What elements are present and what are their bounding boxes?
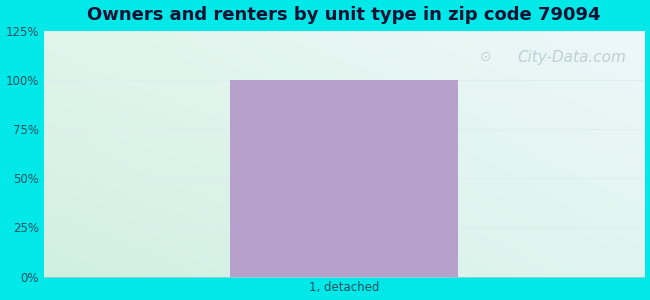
Title: Owners and renters by unit type in zip code 79094: Owners and renters by unit type in zip c… [88,6,601,24]
Text: ⊙: ⊙ [479,50,491,64]
Text: City-Data.com: City-Data.com [517,50,627,65]
Bar [230,80,458,277]
